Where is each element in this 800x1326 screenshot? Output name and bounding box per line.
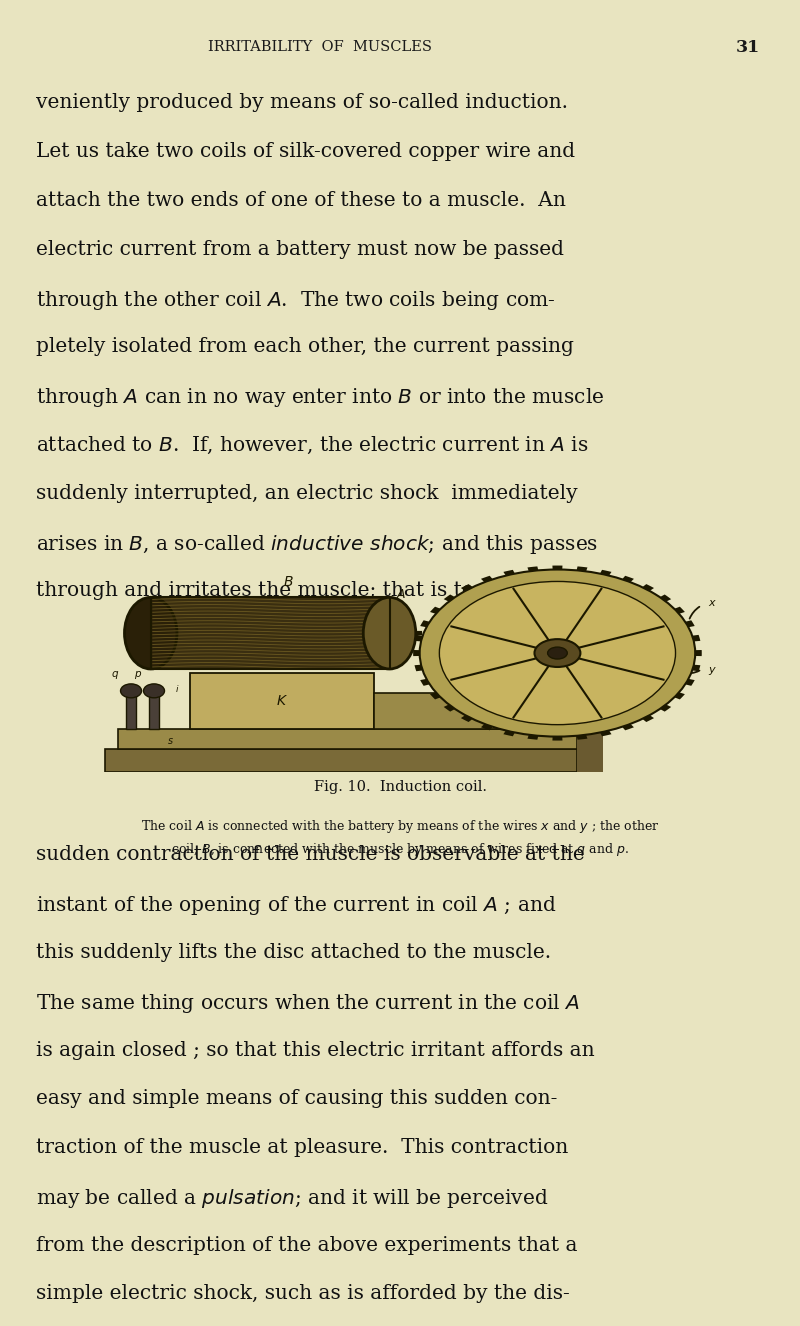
Wedge shape (430, 607, 558, 654)
Text: Let us take two coils of silk-covered copper wire and: Let us take two coils of silk-covered co… (36, 142, 575, 162)
Wedge shape (558, 654, 700, 671)
Text: $A$: $A$ (396, 589, 406, 602)
Wedge shape (558, 570, 611, 654)
Wedge shape (444, 594, 558, 654)
Wedge shape (503, 570, 558, 654)
Text: $B$: $B$ (283, 575, 294, 589)
Text: easy and simple means of causing this sudden con-: easy and simple means of causing this su… (36, 1090, 558, 1109)
Text: $x$: $x$ (708, 598, 718, 609)
Wedge shape (558, 654, 587, 740)
Text: pletely isolated from each other, the current passing: pletely isolated from each other, the cu… (36, 337, 574, 357)
Text: $p$: $p$ (134, 668, 142, 682)
Text: $K$: $K$ (276, 693, 288, 708)
Wedge shape (414, 635, 558, 654)
Bar (105, 748, 577, 772)
Text: Fig. 10.  Induction coil.: Fig. 10. Induction coil. (314, 780, 486, 794)
Text: attached to $B$.  If, however, the electric current in $A$ is: attached to $B$. If, however, the electr… (36, 435, 589, 456)
Text: sudden contraction of the muscle is observable at the: sudden contraction of the muscle is obse… (36, 846, 585, 865)
Text: $i$: $i$ (174, 683, 179, 695)
Circle shape (420, 570, 695, 737)
Text: suddenly interrupted, an electric shock  immediately: suddenly interrupted, an electric shock … (36, 484, 578, 503)
Wedge shape (481, 654, 558, 731)
Bar (150, 597, 390, 668)
Wedge shape (461, 654, 558, 723)
Wedge shape (558, 654, 671, 712)
Wedge shape (558, 650, 702, 656)
Circle shape (547, 647, 567, 659)
Text: this suddenly lifts the disc attached to the muscle.: this suddenly lifts the disc attached to… (36, 943, 551, 961)
Text: through and irritates the muscle; that is to say, a: through and irritates the muscle; that i… (36, 581, 536, 601)
Wedge shape (420, 654, 558, 686)
Wedge shape (558, 654, 611, 736)
Text: simple electric shock, such as is afforded by the dis-: simple electric shock, such as is afford… (36, 1285, 570, 1303)
Text: electric current from a battery must now be passed: electric current from a battery must now… (36, 240, 564, 259)
Bar (374, 692, 577, 728)
Wedge shape (503, 654, 558, 736)
Wedge shape (444, 654, 558, 712)
Text: 31: 31 (736, 38, 760, 56)
Ellipse shape (125, 597, 177, 668)
Text: attach the two ends of one of these to a muscle.  An: attach the two ends of one of these to a… (36, 191, 566, 210)
Wedge shape (553, 565, 562, 654)
Wedge shape (558, 621, 694, 654)
Text: IRRITABILITY  OF  MUSCLES: IRRITABILITY OF MUSCLES (208, 40, 432, 54)
Ellipse shape (363, 597, 416, 668)
Wedge shape (558, 583, 654, 654)
Wedge shape (527, 566, 558, 654)
Wedge shape (558, 654, 634, 731)
Text: $q$: $q$ (110, 668, 118, 682)
Text: instant of the opening of the current in coil $A$ ; and: instant of the opening of the current in… (36, 894, 556, 918)
Text: The coil $A$ is connected with the battery by means of the wires $x$ and $y$ ; t: The coil $A$ is connected with the batte… (141, 818, 659, 858)
Wedge shape (558, 594, 671, 654)
Wedge shape (430, 654, 558, 699)
Wedge shape (558, 575, 634, 654)
Text: may be called a $\it{pulsation}$; and it will be perceived: may be called a $\it{pulsation}$; and it… (36, 1187, 548, 1209)
Wedge shape (461, 583, 558, 654)
Text: arises in $B$, a so-called $\it{inductive\ shock}$; and this passes: arises in $B$, a so-called $\it{inductiv… (36, 533, 598, 556)
Wedge shape (413, 650, 558, 656)
Wedge shape (414, 654, 558, 671)
Text: is again closed ; so that this electric irritant affords an: is again closed ; so that this electric … (36, 1041, 594, 1059)
Wedge shape (558, 654, 654, 723)
Text: from the description of the above experiments that a: from the description of the above experi… (36, 1236, 578, 1254)
Bar (118, 729, 577, 748)
Text: $y$: $y$ (708, 664, 718, 678)
Circle shape (534, 639, 580, 667)
Wedge shape (553, 654, 562, 740)
Bar (126, 692, 136, 728)
Wedge shape (481, 575, 558, 654)
Bar (150, 597, 390, 668)
Wedge shape (558, 566, 587, 654)
Wedge shape (527, 654, 558, 740)
Wedge shape (420, 621, 558, 654)
Text: The same thing occurs when the current in the coil $A$: The same thing occurs when the current i… (36, 992, 580, 1014)
Text: through the other coil $A$.  The two coils being com-: through the other coil $A$. The two coil… (36, 289, 555, 312)
Ellipse shape (143, 684, 165, 697)
Circle shape (439, 581, 675, 724)
Text: through $A$ can in no way enter into $B$ or into the muscle: through $A$ can in no way enter into $B$… (36, 386, 605, 410)
Text: traction of the muscle at pleasure.  This contraction: traction of the muscle at pleasure. This… (36, 1138, 568, 1158)
Bar (149, 692, 159, 728)
Bar (577, 728, 603, 772)
Wedge shape (558, 654, 685, 699)
Wedge shape (558, 654, 694, 686)
Ellipse shape (121, 684, 142, 697)
Text: $s$: $s$ (167, 736, 174, 745)
Bar (190, 672, 374, 728)
Wedge shape (558, 607, 685, 654)
Wedge shape (558, 635, 700, 654)
Text: veniently produced by means of so-called induction.: veniently produced by means of so-called… (36, 93, 568, 113)
